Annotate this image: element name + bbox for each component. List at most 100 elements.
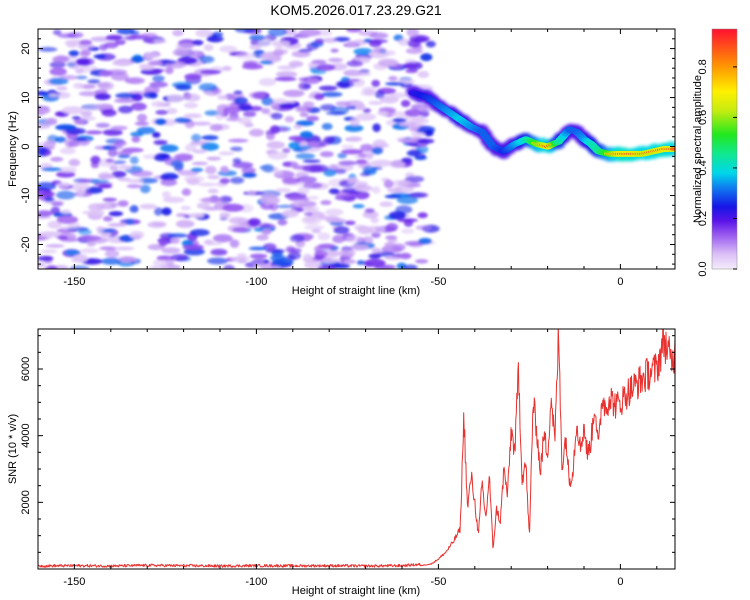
spectrogram-frame [37, 28, 676, 270]
noise-blob [341, 149, 364, 155]
noise-blob [256, 234, 269, 241]
noise-blob [398, 122, 417, 127]
noise-blob [61, 106, 84, 115]
noise-blob [124, 77, 145, 85]
noise-blob [192, 39, 204, 46]
noise-blob [146, 39, 155, 44]
noise-blob [273, 170, 284, 176]
noise-blob [175, 43, 196, 48]
noise-blob [126, 179, 144, 183]
noise-blob [282, 161, 299, 168]
snr-series [38, 329, 675, 568]
noise-blob [172, 48, 189, 57]
noise-blob [136, 113, 148, 123]
noise-blob [307, 141, 319, 147]
noise-blob [415, 225, 431, 231]
noise-blob [107, 222, 128, 227]
noise-blob [50, 156, 64, 162]
noise-blob [68, 158, 81, 167]
noise-blob [147, 221, 166, 228]
noise-blob [89, 209, 105, 217]
noise-blob [367, 225, 386, 234]
noise-blob [368, 253, 382, 259]
noise-blob [93, 103, 114, 110]
noise-blob [131, 136, 141, 143]
spectrogram-xlabel: Height of straight line (km) [292, 285, 420, 297]
spectrogram-ylabel: Frequency (Hz) [7, 111, 19, 187]
noise-blob [346, 60, 364, 67]
noise-blob [184, 175, 205, 183]
noise-blob [161, 207, 172, 216]
noise-blob [330, 48, 339, 53]
noise-blob [231, 227, 249, 233]
noise-blob [368, 100, 383, 105]
noise-blob [102, 197, 117, 202]
noise-blob [318, 85, 338, 91]
noise-blob [71, 116, 81, 120]
colorbar-tick-label: 0.8 [697, 59, 709, 74]
noise-blob [50, 206, 61, 215]
noise-blob [390, 92, 408, 99]
noise-blob [215, 111, 225, 121]
noise-blob [306, 115, 319, 122]
noise-blob [88, 203, 105, 212]
noise-blob [97, 82, 111, 89]
noise-blob [323, 136, 336, 143]
noise-blob [404, 175, 425, 183]
noise-blob [258, 78, 277, 87]
noise-blob [296, 145, 312, 150]
noise-blob [175, 154, 193, 162]
noise-blob [409, 192, 429, 199]
noise-blob [56, 91, 71, 99]
colorbar-label: Normalized spectral amplitude [692, 75, 704, 223]
noise-blob [158, 240, 168, 247]
noise-blob [110, 144, 123, 150]
noise-blob [303, 253, 312, 260]
noise-blob [233, 96, 248, 105]
noise-blob [337, 152, 348, 159]
noise-blob [160, 178, 178, 187]
noise-blob [55, 190, 76, 200]
noise-blob [360, 143, 373, 152]
noise-blob [152, 259, 171, 266]
noise-blob [201, 142, 219, 151]
noise-blob [201, 197, 223, 204]
noise-blob [405, 69, 418, 74]
noise-blob [232, 161, 254, 169]
noise-blob [182, 244, 204, 250]
noise-blob [388, 76, 398, 81]
noise-blob [325, 218, 347, 223]
noise-blob [190, 121, 212, 126]
noise-blob [302, 101, 315, 108]
noise-blob [418, 237, 432, 245]
noise-blob [108, 211, 124, 217]
noise-blob [229, 239, 240, 248]
noise-blob [104, 249, 120, 258]
noise-blob [85, 130, 103, 135]
noise-blob [114, 246, 135, 251]
colorbar-tick-label: 0.2 [697, 211, 709, 226]
noise-blob [79, 39, 92, 46]
noise-blob [395, 205, 413, 215]
noise-blob [270, 265, 282, 269]
noise-blob [68, 50, 80, 57]
noise-blob [56, 215, 79, 224]
noise-blob [109, 165, 119, 172]
noise-blob [333, 168, 347, 174]
noise-blob [198, 83, 217, 92]
noise-blob [420, 53, 433, 62]
noise-blob [38, 146, 48, 155]
noise-blob [170, 254, 189, 262]
noise-blob [346, 235, 365, 243]
noise-blob [347, 178, 357, 185]
noise-blob [284, 116, 295, 123]
noise-blob [139, 203, 157, 210]
noise-blob [38, 255, 54, 262]
noise-blob [190, 167, 204, 173]
noise-blob [266, 141, 285, 149]
noise-blob [45, 117, 58, 126]
noise-blob [184, 144, 197, 152]
noise-blob [183, 248, 205, 256]
noise-blob [295, 120, 315, 126]
noise-blob [126, 184, 142, 189]
